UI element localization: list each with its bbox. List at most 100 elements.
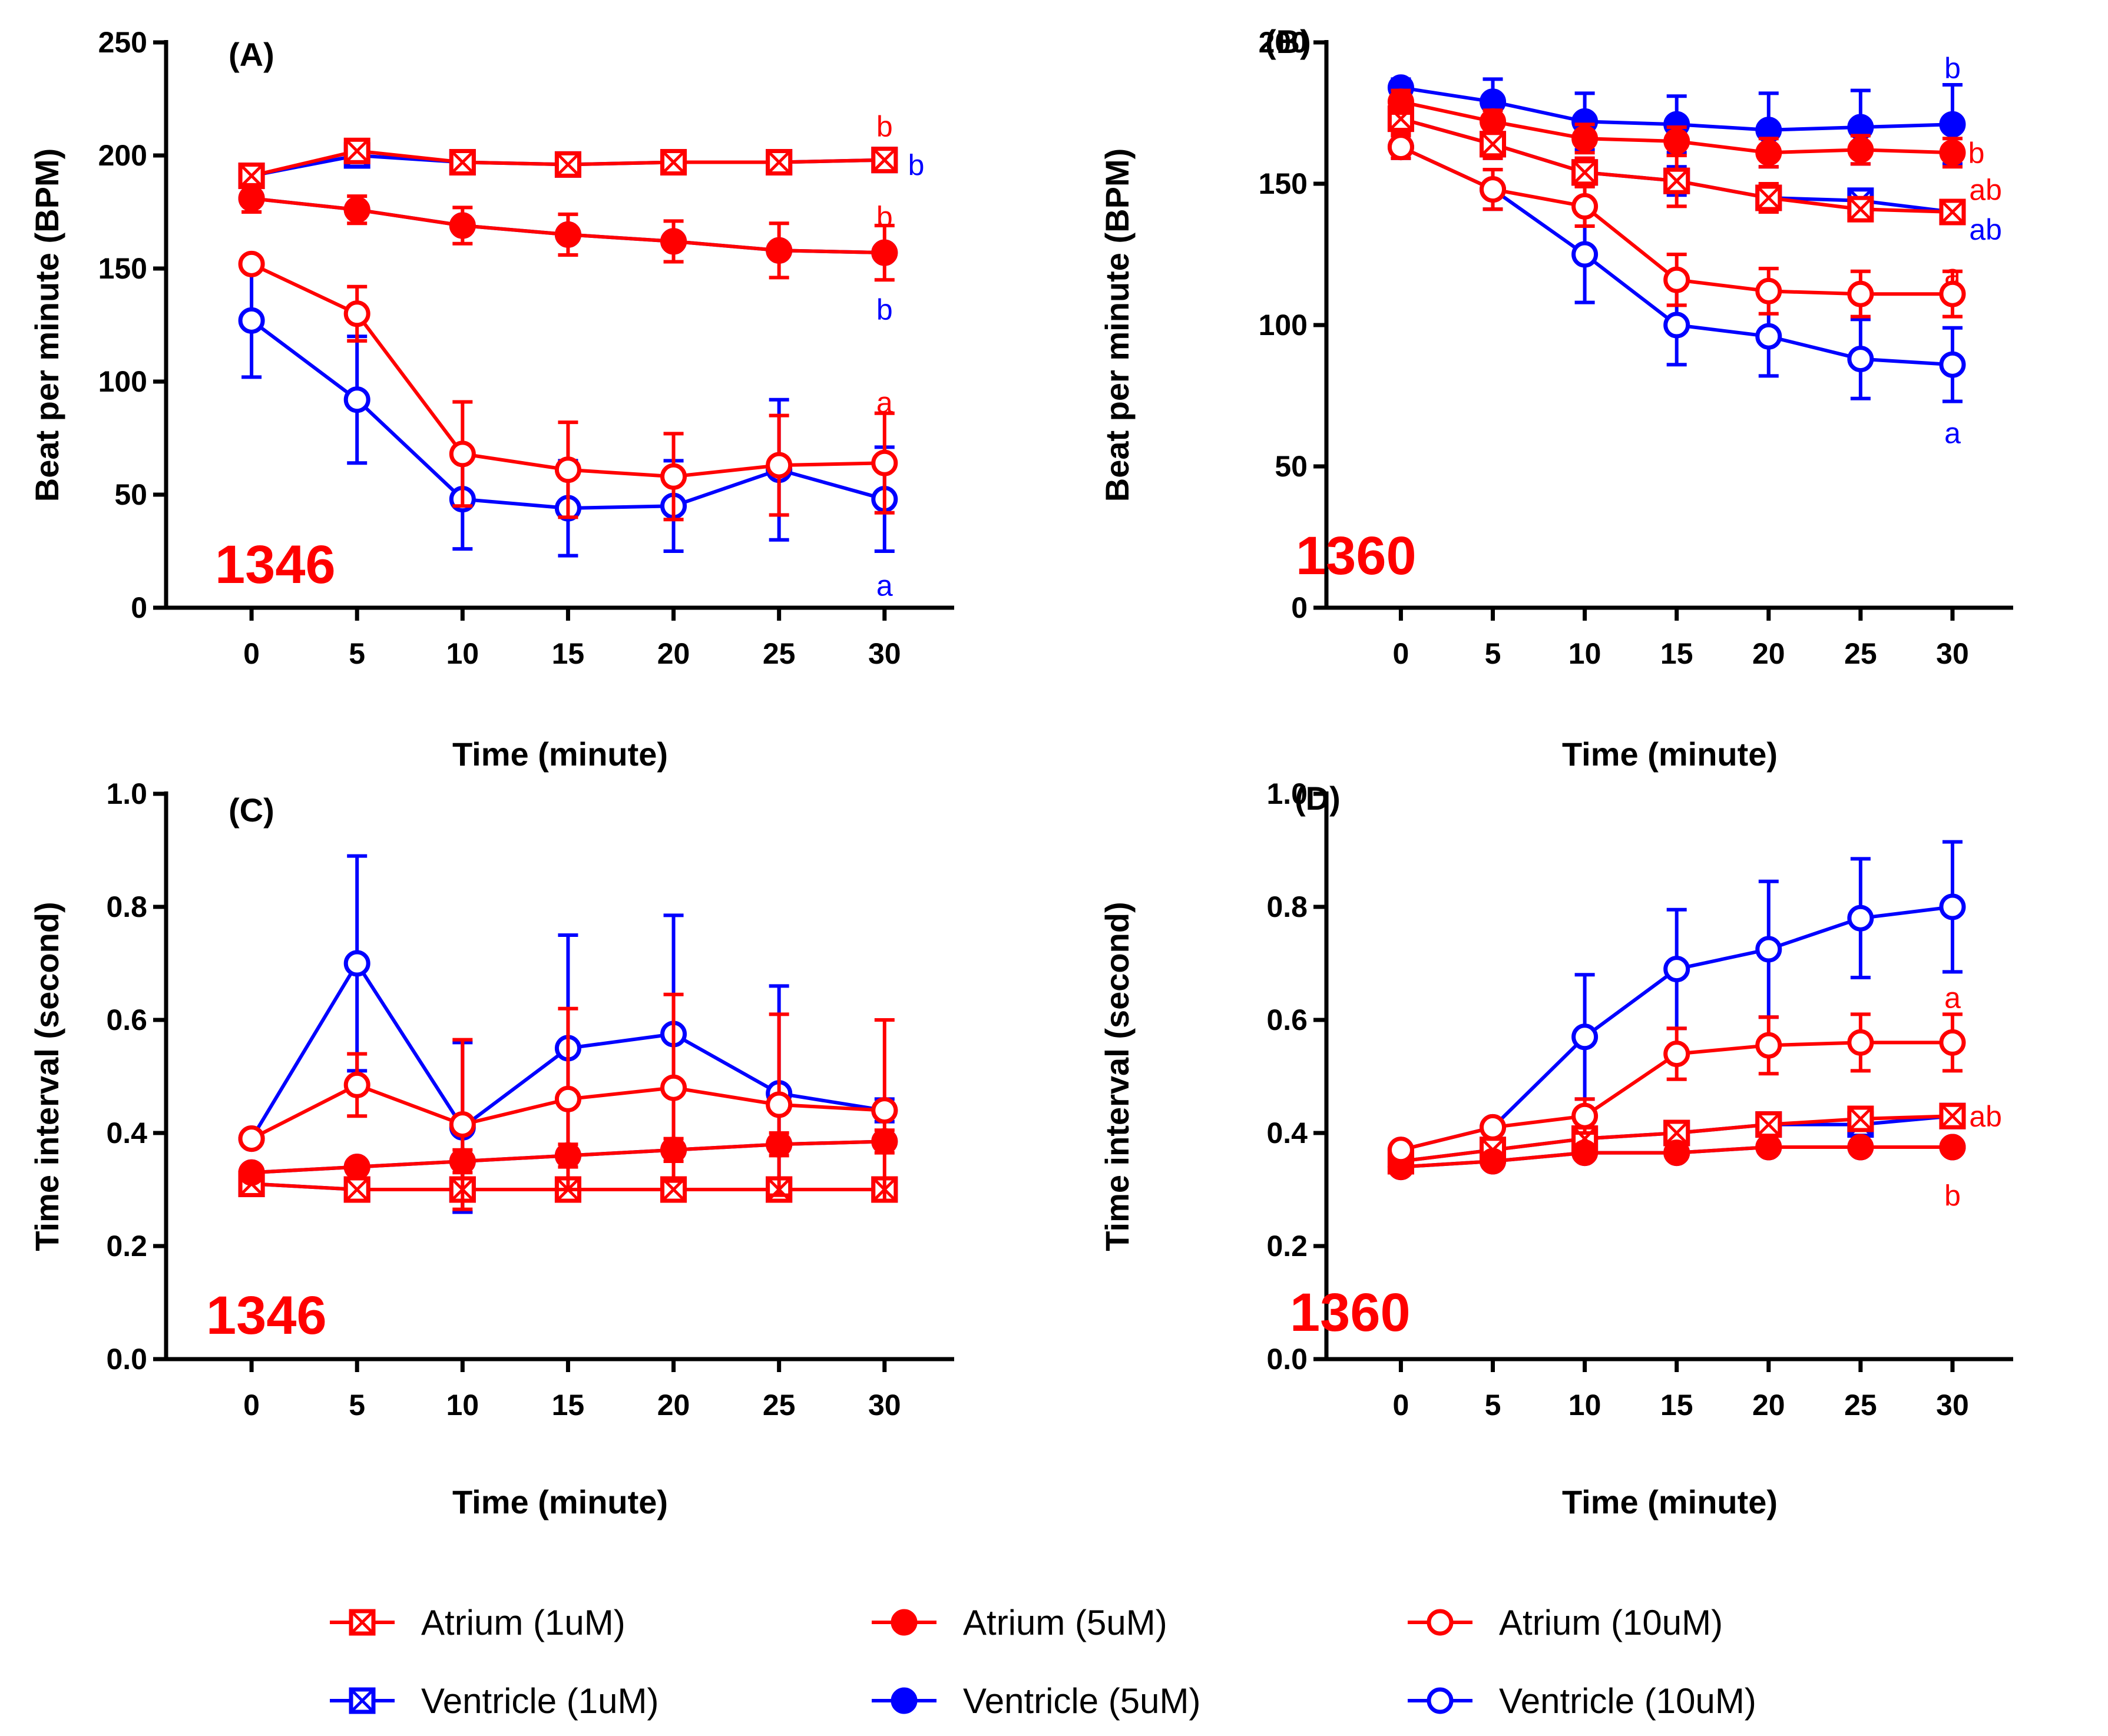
series-atrium-10um xyxy=(238,250,898,522)
panel-label: (B) xyxy=(1265,23,1311,60)
y-tick-label: 0.0 xyxy=(1266,1343,1308,1376)
data-point xyxy=(1755,1111,1782,1138)
data-point xyxy=(1755,184,1782,211)
data-point xyxy=(871,239,898,266)
data-point xyxy=(1847,136,1874,163)
x-tick-label: 5 xyxy=(349,1389,365,1422)
data-point xyxy=(1755,139,1782,166)
data-point xyxy=(1847,196,1874,223)
data-point xyxy=(1755,277,1782,304)
y-tick-label: 50 xyxy=(114,478,147,511)
significance-letter: a xyxy=(876,569,893,602)
data-point xyxy=(1939,1029,1966,1056)
data-point xyxy=(238,307,265,334)
data-point xyxy=(1939,1102,1966,1129)
data-point xyxy=(238,1159,265,1186)
data-point xyxy=(1387,1137,1414,1164)
data-point xyxy=(1387,88,1414,115)
y-tick-label: 200 xyxy=(98,139,147,172)
y-tick-label: 0.4 xyxy=(106,1117,147,1149)
panel-label: (A) xyxy=(229,36,274,73)
y-axis-title: Beat per minute (BPM) xyxy=(1098,148,1136,502)
data-point xyxy=(343,1176,370,1203)
strain-label: 1360 xyxy=(1290,1283,1411,1343)
y-tick-label: 0.0 xyxy=(106,1343,147,1376)
legend-item: Ventricle (1uM) xyxy=(330,1681,658,1721)
x-tick-label: 15 xyxy=(552,637,585,670)
x-axis-title: Time (minute) xyxy=(452,736,668,773)
series-atrium-1um xyxy=(238,137,898,190)
legend-marker xyxy=(349,1609,376,1636)
x-tick-label: 30 xyxy=(1936,1389,1969,1422)
y-tick-label: 0.4 xyxy=(1266,1117,1308,1149)
data-point xyxy=(1480,176,1507,203)
data-point xyxy=(1571,1023,1599,1051)
data-point xyxy=(343,950,370,977)
significance-letter: b xyxy=(1968,137,1985,170)
panel-d: 0.0 0.2 0.4 0.6 0.8 1.0 0 5 10 15 20 25 30 Time (minu… xyxy=(1098,777,2013,1520)
data-point xyxy=(871,1097,898,1124)
data-point xyxy=(238,1125,265,1152)
data-point xyxy=(554,221,581,248)
data-point xyxy=(1847,905,1874,932)
y-tick-label: 0 xyxy=(131,591,147,624)
panel-label: (C) xyxy=(229,791,274,829)
x-tick-label: 15 xyxy=(1660,637,1693,670)
legend-label: Atrium (10uM) xyxy=(1499,1603,1723,1642)
x-tick-label: 25 xyxy=(763,637,796,670)
data-point xyxy=(871,449,898,476)
data-point xyxy=(1571,241,1599,268)
y-tick-label: 200 xyxy=(1259,26,1308,59)
data-point xyxy=(343,137,370,164)
legend-marker xyxy=(349,1687,376,1714)
data-point xyxy=(1939,893,1966,920)
data-point xyxy=(1480,131,1507,158)
y-tick-label: 0.2 xyxy=(1266,1230,1308,1263)
y-tick-label: 0.8 xyxy=(106,890,147,923)
y-tick-label: 150 xyxy=(98,252,147,285)
data-point xyxy=(766,149,793,176)
x-tick-label: 15 xyxy=(1660,1389,1693,1422)
data-point xyxy=(1847,1105,1874,1132)
significance-letter: ab xyxy=(1969,174,2002,207)
significance-letter: a xyxy=(1944,982,1961,1015)
data-point xyxy=(1939,1134,1966,1161)
x-tick-label: 25 xyxy=(1844,637,1877,670)
data-point xyxy=(1939,351,1966,378)
legend-item: Atrium (1uM) xyxy=(330,1603,626,1642)
data-point xyxy=(1480,108,1507,135)
legend-marker xyxy=(1427,1687,1454,1714)
data-point xyxy=(1480,1148,1507,1175)
x-tick-label: 15 xyxy=(552,1389,585,1422)
x-tick-label: 20 xyxy=(1752,1389,1785,1422)
legend-item: Atrium (5uM) xyxy=(872,1603,1167,1642)
significance-letter: ab xyxy=(1969,213,2002,246)
legend-label: Ventricle (10uM) xyxy=(1499,1681,1756,1721)
significance-letter: b xyxy=(1944,1180,1961,1212)
data-point xyxy=(1847,346,1874,373)
data-point xyxy=(1480,1114,1507,1141)
legend-label: Ventricle (1uM) xyxy=(421,1681,658,1721)
data-point xyxy=(660,228,687,255)
legend-label: Atrium (1uM) xyxy=(421,1603,626,1642)
significance-letter: b xyxy=(876,201,893,234)
significance-letter: a xyxy=(1944,259,1961,291)
x-tick-label: 20 xyxy=(1752,637,1785,670)
strain-label: 1346 xyxy=(215,535,336,595)
y-tick-label: 0.6 xyxy=(1266,1003,1308,1036)
series-atrium-5um xyxy=(238,183,898,282)
panel-c: 0.0 0.2 0.4 0.6 0.8 1.0 0 5 10 15 20 25 30 Time (minu… xyxy=(28,777,954,1520)
data-point xyxy=(1939,111,1966,138)
significance-letter: b xyxy=(876,293,893,326)
data-point xyxy=(766,452,793,479)
legend-marker xyxy=(1427,1609,1454,1636)
legend-marker xyxy=(891,1609,918,1636)
data-point xyxy=(1755,936,1782,963)
data-point xyxy=(343,386,370,413)
strain-label: 1346 xyxy=(206,1286,327,1346)
legend-item: Ventricle (5uM) xyxy=(872,1681,1200,1721)
y-tick-label: 150 xyxy=(1259,167,1308,200)
data-point xyxy=(1755,323,1782,350)
data-point xyxy=(660,463,687,490)
